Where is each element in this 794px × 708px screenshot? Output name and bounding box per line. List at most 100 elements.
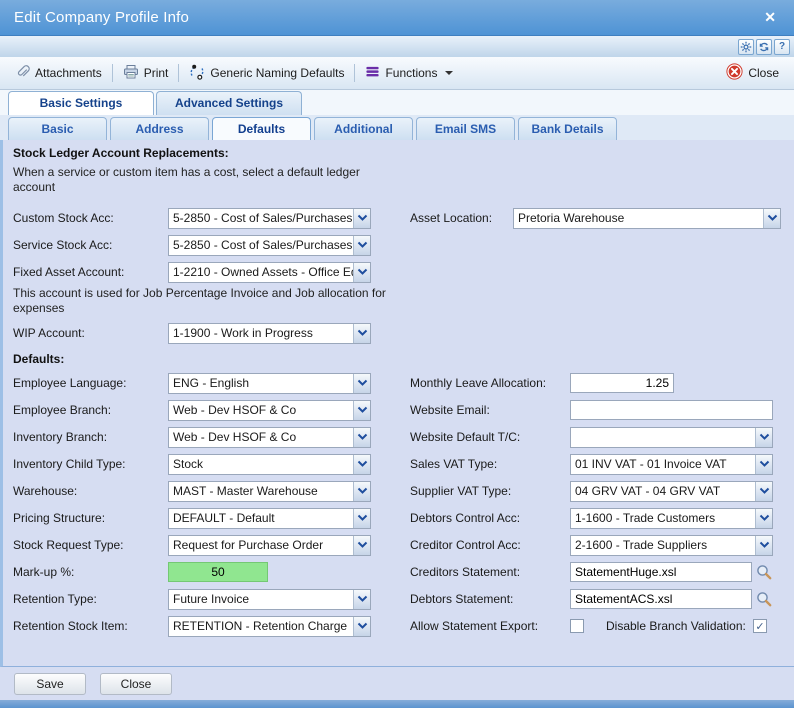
save-button[interactable]: Save: [14, 672, 86, 695]
check-icon: ✓: [755, 619, 765, 633]
creditor-control-acc-value: 2-1600 - Trade Suppliers: [575, 538, 708, 552]
asset-location-label: Asset Location:: [410, 211, 493, 225]
chevron-down-icon[interactable]: [353, 454, 370, 474]
sub-tab-bar: Basic Address Defaults Additional Email …: [0, 115, 794, 140]
employee-branch-select[interactable]: Web - Dev HSOF & Co: [168, 399, 371, 421]
close-button[interactable]: Close: [719, 61, 786, 85]
chevron-down-icon[interactable]: [755, 481, 772, 501]
sales-vat-type-value: 01 INV VAT - 01 Invoice VAT: [575, 457, 727, 471]
fixed-asset-account-value: 1-2210 - Owned Assets - Office Eq: [173, 265, 353, 279]
debtors-statement-input[interactable]: [570, 589, 752, 609]
warehouse-label: Warehouse:: [13, 484, 78, 498]
sales-vat-type-select[interactable]: 01 INV VAT - 01 Invoice VAT: [570, 453, 773, 475]
window-close-icon[interactable]: ✕: [764, 9, 776, 25]
chevron-down-icon[interactable]: [353, 235, 370, 255]
website-email-input[interactable]: [570, 400, 773, 420]
chevron-down-icon[interactable]: [755, 427, 772, 447]
tab-defaults[interactable]: Defaults: [212, 117, 311, 140]
fixed-asset-account-select[interactable]: 1-2210 - Owned Assets - Office Eq: [168, 261, 371, 283]
chevron-down-icon[interactable]: [763, 208, 780, 228]
attachments-button[interactable]: Attachments: [8, 61, 109, 85]
debtors-control-acc-value: 1-1600 - Trade Customers: [575, 511, 716, 525]
refresh-icon: [758, 41, 770, 53]
generic-naming-defaults-label: Generic Naming Defaults: [210, 66, 345, 80]
disable-branch-validation-label: Disable Branch Validation:: [606, 619, 746, 633]
creditor-control-acc-label: Creditor Control Acc:: [410, 538, 521, 552]
toolbar-separator: [111, 64, 113, 82]
tab-bank-details[interactable]: Bank Details: [518, 117, 617, 140]
attachments-label: Attachments: [35, 66, 102, 80]
wip-account-select[interactable]: 1-1900 - Work in Progress: [168, 322, 371, 344]
chevron-down-icon[interactable]: [755, 535, 772, 555]
functions-menu-button[interactable]: Functions: [358, 61, 460, 85]
asset-location-select[interactable]: Pretoria Warehouse: [513, 207, 781, 229]
window-controls-bar: ?: [0, 36, 794, 57]
employee-branch-label: Employee Branch:: [13, 403, 112, 417]
inventory-branch-select[interactable]: Web - Dev HSOF & Co: [168, 426, 371, 448]
creditors-statement-input[interactable]: [570, 562, 752, 582]
refresh-button[interactable]: [756, 38, 772, 55]
retention-type-value: Future Invoice: [173, 592, 250, 606]
tab-email-sms[interactable]: Email SMS: [416, 117, 515, 140]
employee-language-select[interactable]: ENG - English: [168, 372, 371, 394]
tab-basic-settings[interactable]: Basic Settings: [8, 91, 154, 115]
tab-advanced-settings[interactable]: Advanced Settings: [156, 91, 302, 115]
allow-statement-export-checkbox[interactable]: [570, 619, 584, 633]
chevron-down-icon[interactable]: [353, 323, 370, 343]
asset-location-value: Pretoria Warehouse: [518, 211, 625, 225]
monthly-leave-allocation-input[interactable]: [570, 373, 674, 393]
tab-basic[interactable]: Basic: [8, 117, 107, 140]
chevron-down-icon[interactable]: [353, 262, 370, 282]
generic-naming-defaults-button[interactable]: Generic Naming Defaults: [182, 61, 351, 85]
chevron-down-icon[interactable]: [353, 208, 370, 228]
disable-branch-validation-checkbox[interactable]: ✓: [753, 619, 767, 633]
printer-icon: [123, 64, 139, 83]
wip-account-label: WIP Account:: [13, 326, 85, 340]
question-mark-icon: ?: [778, 41, 786, 52]
print-button[interactable]: Print: [116, 61, 176, 85]
chevron-down-icon[interactable]: [353, 481, 370, 501]
search-icon[interactable]: [755, 590, 773, 608]
employee-language-label: Employee Language:: [13, 376, 127, 390]
defaults-heading: Defaults:: [13, 352, 65, 366]
retention-stock-item-select[interactable]: RETENTION - Retention Charge: [168, 615, 371, 637]
tab-address[interactable]: Address: [110, 117, 209, 140]
toolbar-separator: [178, 64, 180, 82]
help-button[interactable]: ?: [774, 38, 790, 55]
markup-label: Mark-up %:: [13, 565, 75, 579]
website-default-tc-select[interactable]: [570, 426, 773, 448]
chevron-down-icon: [445, 71, 454, 75]
pricing-structure-value: DEFAULT - Default: [173, 511, 275, 525]
footer-close-button[interactable]: Close: [100, 672, 172, 695]
creditor-control-acc-select[interactable]: 2-1600 - Trade Suppliers: [570, 534, 773, 556]
chevron-down-icon[interactable]: [353, 508, 370, 528]
retention-stock-item-label: Retention Stock Item:: [13, 619, 128, 633]
chevron-down-icon[interactable]: [353, 589, 370, 609]
inventory-branch-value: Web - Dev HSOF & Co: [173, 430, 297, 444]
chevron-down-icon[interactable]: [755, 508, 772, 528]
chevron-down-icon[interactable]: [353, 535, 370, 555]
debtors-control-acc-select[interactable]: 1-1600 - Trade Customers: [570, 507, 773, 529]
retention-type-select[interactable]: Future Invoice: [168, 588, 371, 610]
stock-request-type-select[interactable]: Request for Purchase Order: [168, 534, 371, 556]
pricing-structure-label: Pricing Structure:: [13, 511, 106, 525]
chevron-down-icon[interactable]: [353, 427, 370, 447]
tab-additional[interactable]: Additional: [314, 117, 413, 140]
pricing-structure-select[interactable]: DEFAULT - Default: [168, 507, 371, 529]
stock-ledger-heading: Stock Ledger Account Replacements:: [13, 146, 229, 160]
chevron-down-icon[interactable]: [353, 616, 370, 636]
chevron-down-icon[interactable]: [755, 454, 772, 474]
markup-input[interactable]: [168, 562, 268, 582]
supplier-vat-type-label: Supplier VAT Type:: [410, 484, 512, 498]
supplier-vat-type-select[interactable]: 04 GRV VAT - 04 GRV VAT: [570, 480, 773, 502]
service-stock-acc-select[interactable]: 5-2850 - Cost of Sales/Purchases: [168, 234, 371, 256]
custom-stock-acc-select[interactable]: 5-2850 - Cost of Sales/Purchases: [168, 207, 371, 229]
warehouse-select[interactable]: MAST - Master Warehouse: [168, 480, 371, 502]
retention-stock-item-value: RETENTION - Retention Charge: [173, 619, 348, 633]
search-icon[interactable]: [755, 563, 773, 581]
inventory-child-type-select[interactable]: Stock: [168, 453, 371, 475]
settings-button[interactable]: [738, 38, 754, 55]
close-red-icon: [726, 63, 743, 83]
chevron-down-icon[interactable]: [353, 373, 370, 393]
chevron-down-icon[interactable]: [353, 400, 370, 420]
